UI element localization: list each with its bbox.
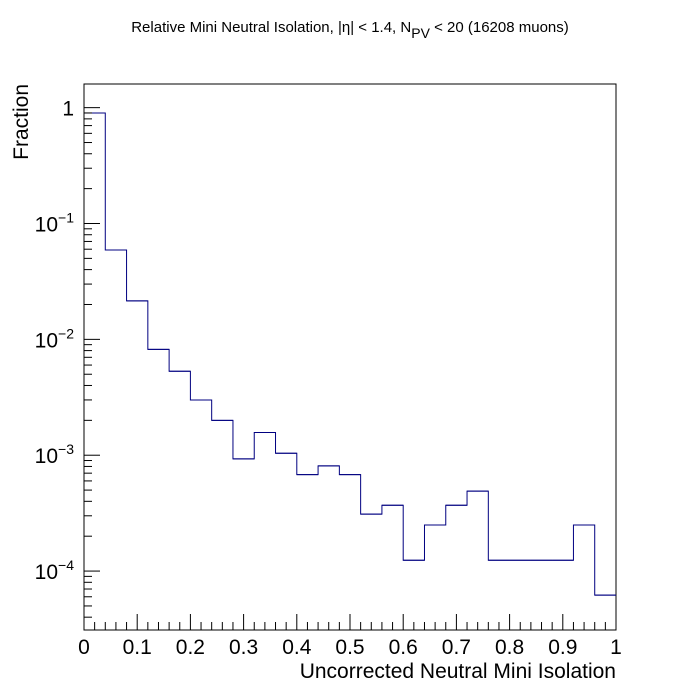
chart-title-middle: | < 1.4, N — [350, 19, 411, 36]
x-tick-label: 0.1 — [123, 636, 152, 659]
y-tick-base: 1 — [62, 98, 74, 121]
y-tick-base: 10 — [35, 445, 58, 468]
y-tick-label: 10−3 — [35, 441, 75, 468]
y-axis-title: Fraction — [10, 84, 33, 160]
y-tick-exponent: −1 — [58, 210, 74, 226]
chart-title-eta: η — [342, 19, 350, 36]
x-axis-title: Uncorrected Neutral Mini Isolation — [300, 660, 616, 683]
x-tick-label: 0.4 — [282, 636, 312, 659]
y-tick-label: 1 — [62, 98, 74, 121]
x-tick-label: 0.7 — [442, 636, 471, 659]
x-tick-label: 1 — [610, 636, 622, 659]
y-tick-exponent: −2 — [58, 325, 74, 341]
chart-title: Relative Mini Neutral Isolation, |η| < 1… — [131, 19, 569, 41]
x-tick-label: 0.9 — [548, 636, 577, 659]
x-tick-label: 0 — [78, 636, 90, 659]
chart-title-prefix: Relative Mini Neutral Isolation, | — [131, 19, 342, 36]
y-tick-label: 10−2 — [35, 325, 75, 352]
x-tick-label: 0.5 — [335, 636, 364, 659]
x-tick-label: 0.3 — [229, 636, 258, 659]
x-tick-label: 0.8 — [495, 636, 524, 659]
y-tick-exponent: −4 — [58, 557, 74, 573]
y-tick-label: 10−4 — [35, 557, 75, 584]
y-tick-base: 10 — [35, 329, 58, 352]
x-tick-label: 0.6 — [389, 636, 418, 659]
x-tick-label: 0.2 — [176, 636, 205, 659]
chart-title-suffix: < 20 (16208 muons) — [430, 19, 569, 36]
y-tick-base: 10 — [35, 214, 58, 237]
y-tick-exponent: −3 — [58, 441, 74, 457]
axes: 0 0.1 0.2 0.3 0.4 0.5 0.6 0.7 0.8 0.9 1110−110−210… — [35, 98, 622, 659]
y-tick-label: 10−1 — [35, 210, 75, 237]
y-tick-base: 10 — [35, 561, 58, 584]
chart-title-subscript: PV — [411, 25, 430, 41]
